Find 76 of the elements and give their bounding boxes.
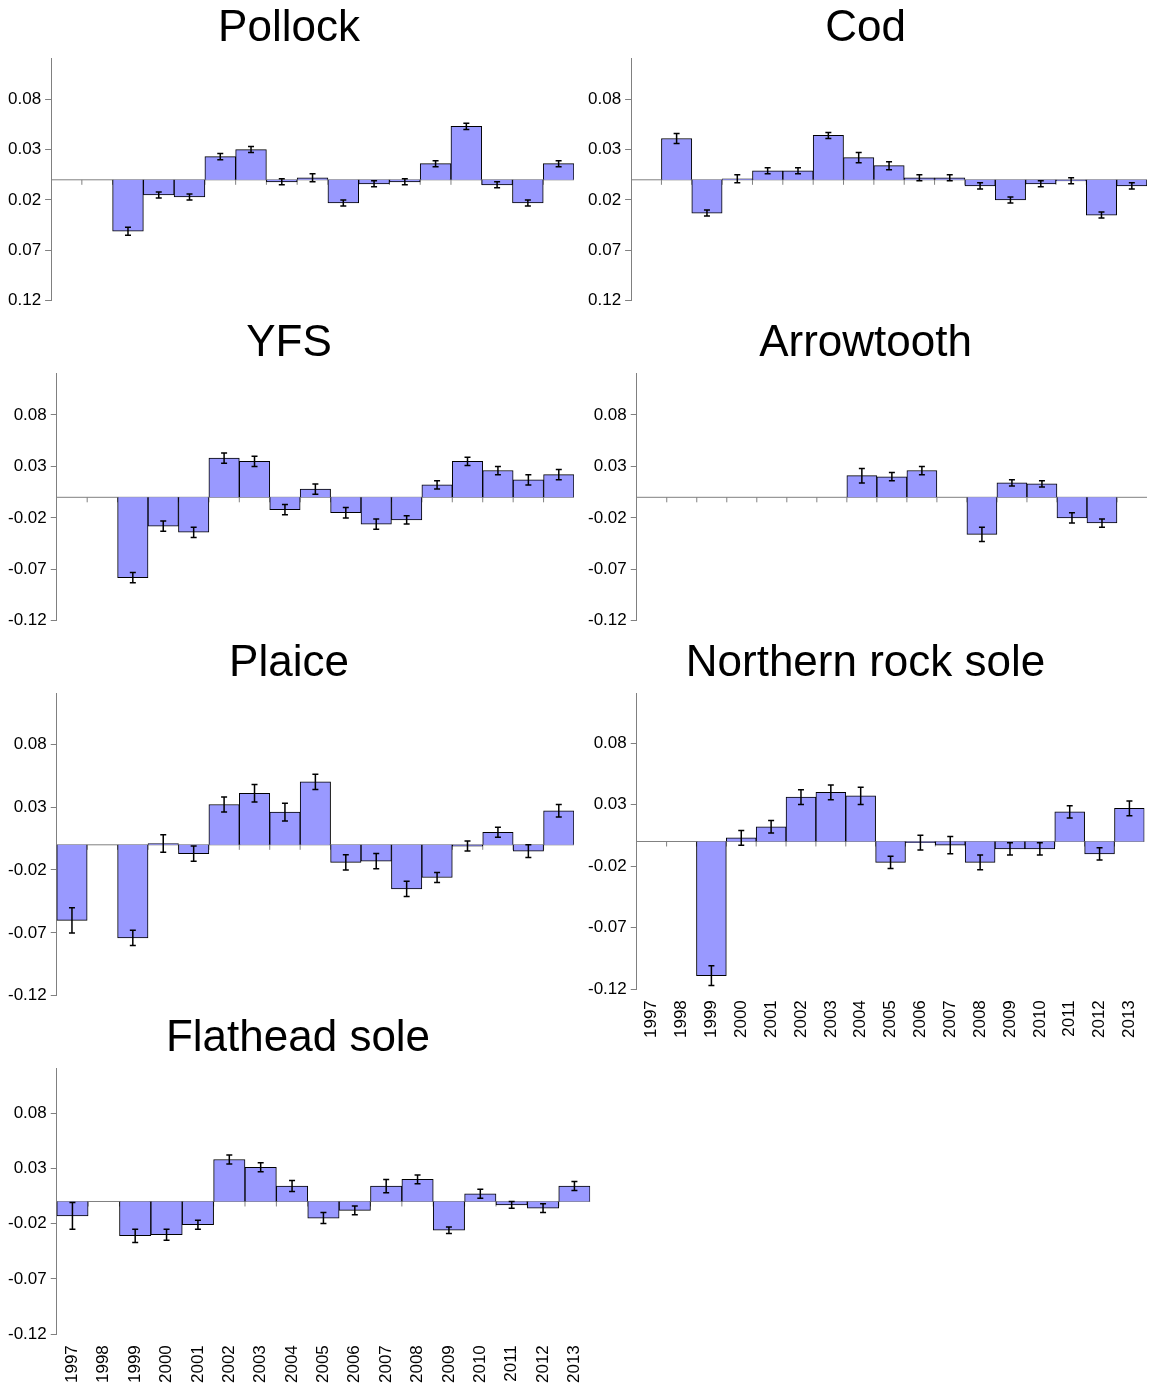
y-tick-label: -0.02 (8, 507, 47, 527)
x-tick-label: 1998 (93, 1345, 113, 1384)
x-tick-label: 2006 (344, 1345, 364, 1384)
y-tick-label: 0.08 (587, 88, 622, 108)
y-tick-label: 0.03 (593, 456, 627, 476)
y-tick-label: 0.08 (13, 1102, 47, 1122)
x-tick-label: 1999 (701, 1000, 721, 1039)
y-tick-label: 0.08 (593, 732, 627, 752)
y-tick-label: 0.03 (13, 456, 47, 476)
y-tick-label: -0.07 (8, 559, 47, 579)
x-tick-label: 2011 (501, 1345, 521, 1382)
x-tick-label: 2005 (313, 1345, 333, 1384)
y-tick-label: 0.08 (13, 404, 47, 424)
x-tick-label: 2012 (1089, 1000, 1109, 1039)
y-tick-label: -0.02 (8, 1213, 47, 1233)
x-tick-label: 2003 (820, 1000, 840, 1039)
x-tick-label: 2007 (375, 1345, 395, 1384)
y-tick-label: 0.03 (13, 796, 47, 816)
y-tick-label: 0.03 (7, 139, 42, 159)
x-tick-label: 1999 (124, 1345, 144, 1384)
x-tick-label: 2008 (969, 1000, 989, 1039)
x-tick-label: 2013 (1119, 1000, 1139, 1039)
y-tick-label: -0.12 (8, 985, 47, 1005)
chart-title: Plaice (229, 635, 349, 685)
x-tick-label: 2013 (564, 1345, 584, 1384)
x-tick-label: 2001 (187, 1345, 207, 1384)
x-tick-label: 2002 (218, 1345, 238, 1384)
x-tick-label: 2004 (281, 1345, 301, 1384)
chart-title: Arrowtooth (759, 315, 972, 365)
y-tick-label: 0.02 (587, 189, 622, 209)
y-tick-label: 0.08 (13, 733, 47, 753)
y-tick-label: 0.12 (587, 290, 622, 310)
y-tick-label: -0.02 (588, 507, 627, 527)
y-tick-label: -0.12 (588, 978, 627, 998)
x-tick-label: 2012 (532, 1345, 552, 1384)
chart-title: Pollock (218, 0, 361, 50)
y-tick-label: -0.02 (8, 859, 47, 879)
x-tick-label: 1997 (641, 1000, 661, 1039)
y-tick-label: 0.03 (593, 794, 627, 814)
y-tick-label: 0.03 (587, 139, 622, 159)
x-tick-label: 2000 (156, 1345, 176, 1384)
y-tick-label: -0.02 (588, 855, 627, 875)
y-tick-label: -0.12 (8, 610, 47, 630)
x-tick-label: 2011 (1059, 1000, 1079, 1037)
chart-title: Flathead sole (165, 1010, 431, 1060)
x-tick-label: 2000 (730, 1000, 750, 1039)
x-tick-label: 2005 (880, 1000, 900, 1039)
x-tick-label: 2009 (438, 1345, 458, 1384)
y-tick-label: -0.07 (588, 917, 627, 937)
y-tick-label: -0.12 (8, 1323, 47, 1343)
x-tick-label: 1998 (671, 1000, 691, 1039)
x-tick-label: 2010 (1029, 1000, 1049, 1039)
x-tick-label: 2006 (910, 1000, 930, 1039)
y-tick-label: 0.08 (593, 404, 627, 424)
x-tick-label: 2010 (469, 1345, 489, 1384)
y-tick-label: 0.07 (7, 240, 42, 260)
y-tick-label: -0.07 (8, 1268, 47, 1288)
x-tick-label: 2001 (760, 1000, 780, 1039)
y-tick-label: -0.07 (8, 922, 47, 942)
x-tick-label: 2003 (250, 1345, 270, 1384)
y-tick-label: -0.12 (588, 610, 627, 630)
y-tick-label: 0.07 (587, 240, 622, 260)
chart-title: Cod (825, 0, 906, 50)
y-tick-label: 0.02 (7, 189, 42, 209)
y-tick-label: 0.12 (7, 290, 42, 310)
x-tick-label: 2002 (790, 1000, 810, 1039)
x-tick-label: 2004 (850, 1000, 870, 1039)
y-tick-label: -0.07 (588, 559, 627, 579)
chart-title: Northern rock sole (685, 635, 1046, 685)
y-tick-label: 0.08 (7, 88, 42, 108)
x-tick-label: 1997 (62, 1345, 82, 1384)
x-tick-label: 2009 (999, 1000, 1019, 1039)
x-tick-label: 2008 (407, 1345, 427, 1384)
chart-title: YFS (246, 315, 332, 365)
y-tick-label: 0.03 (13, 1158, 47, 1178)
x-tick-label: 2007 (939, 1000, 959, 1039)
